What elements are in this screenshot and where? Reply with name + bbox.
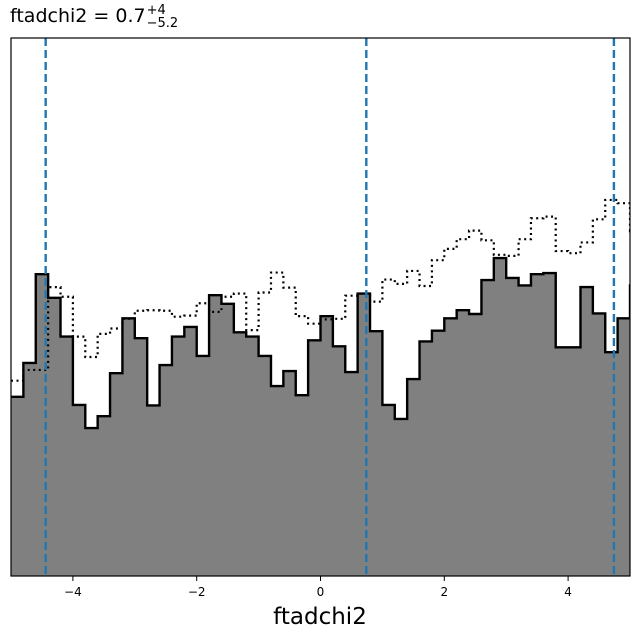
chart-title-lower-error: −5.2	[147, 16, 179, 31]
dotted-histogram-outline	[11, 198, 630, 382]
x-axis-label: ftadchi2	[273, 604, 367, 630]
filled-histogram-outline	[11, 256, 630, 430]
x-axis-ticks: −4 −2 0 2 4	[64, 576, 572, 599]
chart-title: ftadchi2 = 0.7+4 −5.2	[10, 3, 178, 31]
filled-histogram-area	[11, 258, 630, 576]
x-tick-label: 0	[317, 585, 325, 599]
x-tick-label: −4	[64, 585, 82, 599]
x-tick-label: 4	[564, 585, 572, 599]
plot-area	[10, 37, 631, 577]
chart-title-upper-error: +4	[147, 3, 166, 18]
x-tick-label: −2	[188, 585, 206, 599]
x-tick-label: 2	[440, 585, 448, 599]
chart-title-base: ftadchi2 = 0.7	[10, 5, 146, 27]
plot-contents	[11, 38, 630, 576]
